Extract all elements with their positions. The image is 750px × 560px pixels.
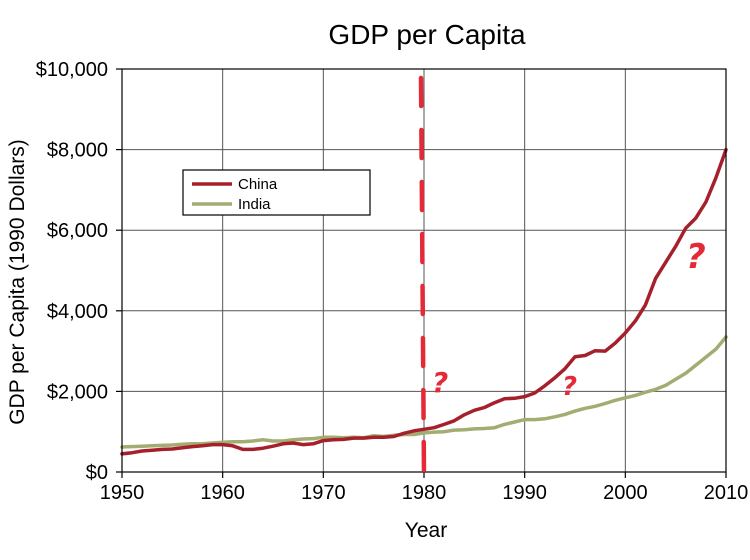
x-axis-title: Year (405, 519, 447, 542)
series-line-india (120, 335, 728, 449)
y-tick-label: $8,000 (47, 140, 108, 162)
annotation-layer: ? ? ? (418, 75, 706, 479)
x-tick-label: 2010 (704, 482, 749, 504)
x-tick-label: 1970 (301, 482, 346, 504)
x-tick-label: 1990 (502, 482, 547, 504)
annotation-question-mark-3: ? (686, 237, 706, 277)
legend-label-india: India (238, 196, 271, 213)
x-axis-ticks: 1950 1960 1970 1980 1990 2000 2010 (100, 472, 749, 504)
annotation-question-mark-2: ? (562, 372, 577, 402)
x-tick-label: 2000 (603, 482, 648, 504)
y-tick-label: $0 (86, 462, 108, 484)
y-tick-label: $10,000 (36, 59, 108, 81)
x-tick-label: 1980 (402, 482, 447, 504)
y-axis-ticks: $0 $2,000 $4,000 $6,000 $8,000 $10,000 (36, 59, 122, 484)
x-tick-label: 1960 (200, 482, 245, 504)
annotation-question-mark-1: ? (432, 366, 448, 399)
y-tick-label: $4,000 (47, 301, 108, 323)
chart-title: GDP per Capita (328, 19, 526, 50)
series-line-china (120, 147, 728, 456)
legend-label-china: China (238, 176, 278, 193)
series-layer (120, 147, 728, 456)
y-tick-label: $2,000 (47, 381, 108, 403)
x-tick-label: 1950 (100, 482, 145, 504)
y-axis-title: GDP per Capita (1990 Dollars) (6, 139, 29, 425)
legend-box (182, 169, 371, 216)
y-tick-label: $6,000 (47, 220, 108, 242)
divider-1980-dashed-line (418, 75, 427, 479)
legend: China India (182, 169, 371, 216)
